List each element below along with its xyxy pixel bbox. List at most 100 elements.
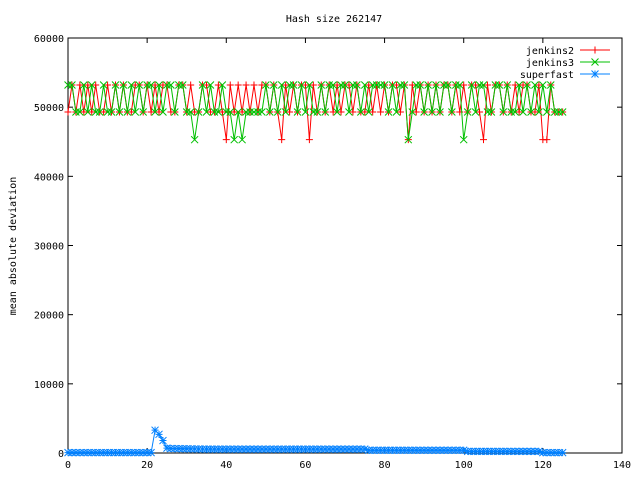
data-point: [408, 446, 417, 455]
data-point: [139, 108, 148, 116]
data-point: [487, 447, 496, 456]
data-point: [364, 108, 373, 116]
data-point: [554, 108, 563, 116]
data-point: [203, 81, 210, 89]
data-point: [131, 448, 140, 457]
data-point: [115, 448, 124, 457]
data-point: [186, 108, 195, 116]
data-point: [127, 448, 136, 457]
data-point: [301, 445, 310, 453]
data-point: [523, 447, 531, 456]
data-point: [412, 81, 421, 89]
y-axis-label: mean absolute deviation: [8, 177, 19, 315]
data-point: [170, 444, 179, 453]
data-point: [238, 108, 246, 116]
data-point: [396, 81, 405, 89]
data-point: [111, 81, 120, 89]
data-point: [499, 447, 508, 456]
data-point: [178, 81, 187, 89]
data-point: [380, 81, 389, 89]
data-point: [115, 108, 124, 116]
data-point: [87, 448, 96, 457]
data-point: [246, 108, 254, 116]
data-point: [412, 108, 420, 116]
data-point: [242, 445, 250, 453]
data-point: [258, 108, 266, 116]
data-point: [475, 447, 484, 456]
data-point: [321, 445, 330, 453]
data-point: [281, 445, 290, 453]
data-point: [372, 81, 381, 89]
x-tick-label: 60: [299, 460, 311, 471]
data-point: [333, 81, 341, 89]
data-point: [368, 81, 377, 89]
data-point: [459, 446, 468, 455]
data-point: [250, 445, 258, 453]
data-point: [99, 448, 108, 457]
data-point: [64, 81, 72, 89]
data-point: [349, 445, 357, 453]
data-point: [297, 81, 306, 89]
data-point: [174, 81, 183, 89]
data-point: [349, 81, 357, 89]
data-point: [262, 81, 270, 89]
data-point: [281, 108, 290, 116]
data-point: [242, 81, 250, 89]
data-point: [84, 81, 92, 89]
data-point: [277, 81, 286, 89]
data-point: [167, 81, 175, 89]
data-point: [404, 446, 413, 455]
data-point: [194, 108, 203, 116]
data-point: [269, 81, 278, 89]
data-point: [265, 108, 274, 116]
data-point: [273, 108, 282, 116]
data-point: [95, 108, 104, 116]
data-point: [107, 448, 116, 457]
data-point: [80, 108, 88, 116]
data-point: [408, 108, 417, 116]
data-point: [222, 445, 231, 453]
data-point: [167, 444, 175, 453]
data-point: [345, 81, 353, 89]
data-point: [436, 446, 444, 455]
data-point: [353, 445, 361, 453]
data-point: [178, 444, 187, 453]
data-point: [479, 81, 488, 89]
data-point: [388, 446, 397, 455]
data-point: [72, 448, 80, 457]
legend-label: superfast: [520, 70, 574, 81]
data-point: [463, 108, 472, 116]
data-point: [341, 445, 349, 453]
data-point: [404, 135, 413, 144]
data-point: [103, 448, 112, 457]
data-point: [480, 136, 487, 144]
y-tick-label: 30000: [34, 242, 64, 253]
data-point: [337, 81, 345, 89]
data-point: [269, 445, 278, 453]
data-point: [210, 108, 219, 116]
data-point: [131, 108, 140, 116]
data-point: [436, 108, 444, 116]
data-point: [289, 445, 298, 453]
data-point: [127, 81, 136, 89]
data-point: [376, 446, 385, 455]
legend-label: jenkins2: [526, 46, 574, 57]
data-point: [87, 81, 96, 89]
x-tick-label: 120: [534, 460, 552, 471]
data-point: [64, 108, 72, 116]
data-point: [360, 81, 369, 89]
data-point: [297, 445, 306, 453]
data-point: [515, 108, 523, 116]
data-point: [119, 81, 128, 89]
data-point: [460, 81, 468, 89]
data-point: [495, 447, 504, 456]
data-point: [309, 445, 318, 453]
data-point: [432, 81, 440, 89]
data-point: [238, 445, 246, 453]
data-point: [234, 445, 243, 453]
data-point: [361, 108, 369, 116]
data-point: [83, 108, 92, 116]
data-point: [364, 446, 373, 455]
data-point: [79, 81, 88, 89]
data-point: [190, 445, 199, 453]
